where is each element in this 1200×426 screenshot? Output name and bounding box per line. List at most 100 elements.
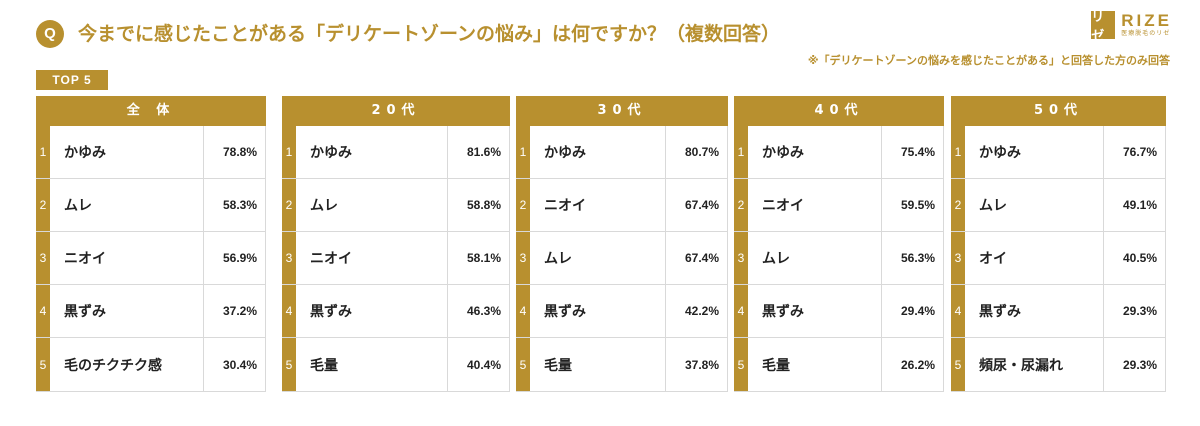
table-row: 1 かゆみ 75.4% (734, 126, 943, 179)
panel-header: 40代 (734, 96, 944, 126)
table-row: 4 黒ずみ 42.2% (516, 285, 727, 338)
concern-label: 毛量 (544, 357, 572, 374)
panel-header: 20代 (282, 96, 510, 126)
concern-label: かゆみ (544, 145, 586, 161)
panel-header: 全 体 (36, 96, 266, 126)
concern-label: 毛のチクチク感 (64, 357, 162, 374)
concern-percentage: 67.4% (665, 179, 727, 231)
logo-wordmark: RIZE (1121, 11, 1172, 30)
rank-number: 1 (734, 126, 748, 178)
panel-rows: 1 かゆみ 80.7% 2 ニオイ 67.4% 3 ムレ 67.4% 4 黒ずみ 42.2% 5 毛量 37… (516, 126, 728, 392)
concern-label: オイ (979, 251, 1007, 267)
panel-header: 30代 (516, 96, 728, 126)
panel-rows: 1 かゆみ 81.6% 2 ムレ 58.8% 3 ニオイ 58.1% 4 黒ずみ 46.3% 5 毛量 40… (282, 126, 510, 392)
concern-percentage: 29.3% (1103, 338, 1165, 391)
concern-percentage: 37.8% (665, 338, 727, 391)
concern-label: 頻尿・尿漏れ (979, 357, 1063, 374)
ranking-panel-0: 全 体 1 かゆみ 78.8% 2 ムレ 58.3% 3 ニオイ 56.9% 4 黒ずみ 37.2% 5 毛… (36, 96, 266, 392)
concern-label: かゆみ (979, 145, 1021, 161)
rank-number: 1 (36, 126, 50, 178)
concern-percentage: 56.3% (881, 232, 943, 284)
concern-label: ムレ (979, 198, 1007, 214)
table-row: 1 かゆみ 78.8% (36, 126, 265, 179)
rank-number: 2 (516, 179, 530, 231)
concern-percentage: 46.3% (447, 285, 509, 337)
rank-number: 3 (951, 232, 965, 284)
concern-percentage: 29.3% (1103, 285, 1165, 337)
rank-number: 4 (734, 285, 748, 337)
concern-label: かゆみ (762, 145, 804, 161)
concern-percentage: 75.4% (881, 126, 943, 178)
rank-number: 1 (516, 126, 530, 178)
table-row: 3 ニオイ 58.1% (282, 232, 509, 285)
concern-label: かゆみ (310, 145, 352, 161)
table-row: 2 ニオイ 59.5% (734, 179, 943, 232)
logo-mark-icon: リゼ (1091, 10, 1116, 44)
table-row: 5 毛のチクチク感 30.4% (36, 338, 265, 391)
concern-label: ニオイ (310, 251, 352, 267)
rank-number: 1 (951, 126, 965, 178)
rank-number: 2 (734, 179, 748, 231)
panel-rows: 1 かゆみ 76.7% 2 ムレ 49.1% 3 オイ 40.5% 4 黒ずみ 29.3% 5 頻尿・尿漏… (951, 126, 1166, 392)
concern-label: ムレ (310, 198, 338, 214)
concern-percentage: 26.2% (881, 338, 943, 391)
table-row: 2 ムレ 58.8% (282, 179, 509, 232)
concern-percentage: 42.2% (665, 285, 727, 337)
concern-label: 黒ずみ (310, 304, 352, 320)
rank-number: 2 (36, 179, 50, 231)
concern-label: かゆみ (64, 145, 106, 161)
table-row: 1 かゆみ 80.7% (516, 126, 727, 179)
rank-number: 4 (36, 285, 50, 337)
concern-label: ニオイ (544, 198, 586, 214)
table-row: 3 オイ 40.5% (951, 232, 1165, 285)
rank-number: 5 (951, 338, 965, 391)
question-badge: Q (36, 20, 64, 48)
concern-label: 黒ずみ (64, 304, 106, 320)
ranking-panel-2: 30代 1 かゆみ 80.7% 2 ニオイ 67.4% 3 ムレ 67.4% 4 黒ずみ 42.2% 5 毛… (516, 96, 728, 392)
concern-percentage: 40.5% (1103, 232, 1165, 284)
table-row: 5 毛量 37.8% (516, 338, 727, 391)
rank-number: 2 (951, 179, 965, 231)
concern-label: 毛量 (762, 357, 790, 374)
rank-number: 3 (516, 232, 530, 284)
concern-percentage: 56.9% (203, 232, 265, 284)
concern-percentage: 58.1% (447, 232, 509, 284)
table-row: 5 毛量 40.4% (282, 338, 509, 391)
top5-label: TOP 5 (36, 70, 108, 90)
table-row: 5 毛量 26.2% (734, 338, 943, 391)
table-row: 2 ムレ 49.1% (951, 179, 1165, 232)
concern-percentage: 67.4% (665, 232, 727, 284)
survey-note: ※「デリケートゾーンの悩みを感じたことがある」と回答した方のみ回答 (807, 54, 1170, 67)
rank-number: 5 (282, 338, 296, 391)
concern-percentage: 30.4% (203, 338, 265, 391)
table-row: 3 ムレ 56.3% (734, 232, 943, 285)
rank-number: 3 (734, 232, 748, 284)
concern-label: 黒ずみ (979, 304, 1021, 320)
rank-number: 5 (36, 338, 50, 391)
rank-number: 3 (282, 232, 296, 284)
table-row: 4 黒ずみ 46.3% (282, 285, 509, 338)
concern-percentage: 59.5% (881, 179, 943, 231)
rank-number: 5 (734, 338, 748, 391)
table-row: 4 黒ずみ 29.3% (951, 285, 1165, 338)
concern-percentage: 49.1% (1103, 179, 1165, 231)
concern-percentage: 37.2% (203, 285, 265, 337)
concern-percentage: 78.8% (203, 126, 265, 178)
concern-label: ニオイ (64, 251, 106, 267)
table-row: 2 ニオイ 67.4% (516, 179, 727, 232)
rank-number: 4 (951, 285, 965, 337)
table-row: 1 かゆみ 81.6% (282, 126, 509, 179)
ranking-panel-3: 40代 1 かゆみ 75.4% 2 ニオイ 59.5% 3 ムレ 56.3% 4 黒ずみ 29.4% 5 毛… (734, 96, 944, 392)
concern-label: ムレ (544, 251, 572, 267)
concern-label: ムレ (762, 251, 790, 267)
table-row: 4 黒ずみ 37.2% (36, 285, 265, 338)
table-row: 4 黒ずみ 29.4% (734, 285, 943, 338)
concern-percentage: 40.4% (447, 338, 509, 391)
concern-percentage: 29.4% (881, 285, 943, 337)
logo-subtitle: 医療脱毛のリゼ (1121, 30, 1171, 37)
table-row: 1 かゆみ 76.7% (951, 126, 1165, 179)
concern-percentage: 76.7% (1103, 126, 1165, 178)
ranking-panel-1: 20代 1 かゆみ 81.6% 2 ムレ 58.8% 3 ニオイ 58.1% 4 黒ずみ 46.3% 5 毛… (282, 96, 510, 392)
concern-label: 毛量 (310, 357, 338, 374)
brand-logo: リゼ RIZE 医療脱毛のリゼ (1091, 8, 1172, 44)
